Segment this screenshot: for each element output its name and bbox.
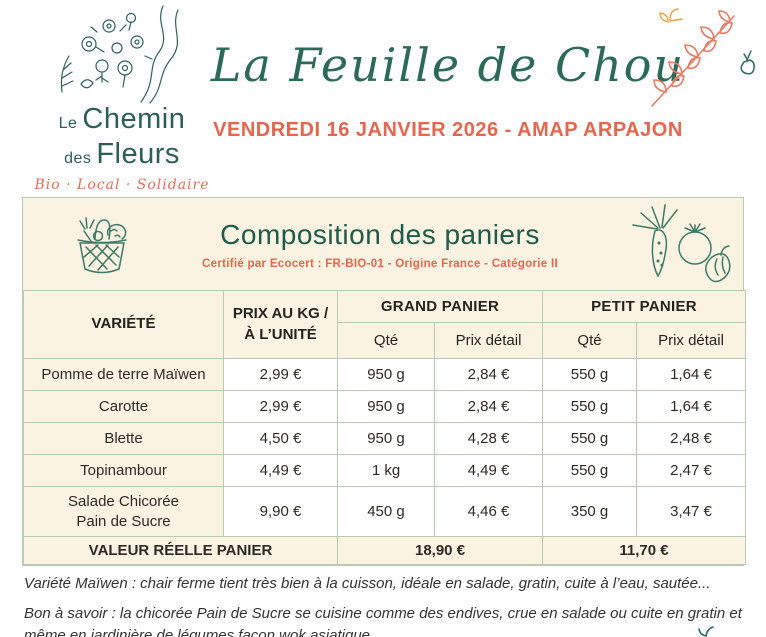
date-subtitle: VENDREDI 16 JANVIER 2026 - AMAP ARPAJON [213, 119, 683, 141]
panel-header: Composition des paniers Certifié par Eco… [23, 198, 743, 290]
logo-tagline: Bio · Local · Solidaire [34, 177, 210, 193]
price-kg-cell: 9,90 € [223, 486, 338, 537]
grand-price-cell: 2,84 € [433, 390, 544, 423]
grand-price-cell: 4,28 € [433, 422, 544, 455]
petit-price-cell: 2,47 € [636, 454, 747, 487]
col-header-petit-detail: Prix détail [636, 322, 747, 359]
logo-des: des [64, 150, 92, 167]
grand-price-cell: 2,84 € [433, 358, 544, 391]
logo-line-1: Le Chemin [26, 104, 218, 139]
basket-composition-panel: Composition des paniers Certifié par Eco… [22, 197, 747, 566]
variety-cell: Carotte [23, 390, 224, 423]
panel-title: Composition des paniers [220, 218, 540, 250]
petit-price-cell: 1,64 € [636, 358, 747, 391]
petit-qty-cell: 550 g [542, 422, 638, 455]
price-kg-cell: 4,49 € [223, 454, 338, 487]
table-row: Salade Chicorée Pain de Sucre 9,90 € 450… [23, 486, 747, 537]
sprout-decoration-icon [698, 626, 714, 637]
certification-line: Certifié par Ecocert : FR-BIO-01 - Origi… [202, 257, 558, 270]
grand-qty-cell: 450 g [337, 486, 435, 537]
logo-le: Le [58, 115, 78, 132]
logo-line-2: des Fleurs [26, 139, 218, 174]
grand-total-value: 18,90 € [336, 536, 544, 565]
price-kg-cell: 2,99 € [223, 358, 338, 391]
grand-qty-cell: 1 kg [337, 454, 435, 487]
vegetable-basket-icon [77, 217, 127, 274]
petit-qty-cell: 350 g [542, 486, 638, 537]
grand-qty-cell: 950 g [337, 422, 435, 455]
petit-price-cell: 1,64 € [636, 390, 747, 423]
petit-price-cell: 2,48 € [636, 422, 747, 455]
col-group-grand-panier: GRAND PANIER [336, 290, 544, 323]
grand-qty-cell: 950 g [337, 358, 435, 391]
logo: Le Chemin des Fleurs Bio · Local · Solid… [26, 4, 218, 193]
total-label: VALEUR RÉELLE PANIER [23, 536, 338, 565]
note-bon-a-savoir: Bon à savoir : la chicorée Pain de Sucre… [24, 604, 742, 637]
logo-chemin: Chemin [82, 103, 186, 135]
col-header-grand-detail: Prix détail [433, 322, 544, 359]
col-header-price-kg: PRIX AU KG / À L’UNITÉ [223, 290, 338, 359]
total-row: VALEUR RÉELLE PANIER 18,90 € 11,70 € [23, 536, 747, 565]
logo-fleurs: Fleurs [96, 138, 180, 170]
table-row: Topinambour 4,49 € 1 kg 4,49 € 550 g 2,4… [23, 454, 747, 487]
panel-titles: Composition des paniers Certifié par Eco… [135, 219, 625, 270]
petit-qty-cell: 550 g [542, 390, 638, 423]
grand-qty-cell: 950 g [337, 390, 435, 423]
variety-cell: Topinambour [23, 454, 224, 487]
petit-total-value: 11,70 € [542, 536, 747, 565]
col-header-grand-qty: Qté [337, 322, 435, 359]
grand-price-cell: 4,46 € [433, 486, 544, 537]
petit-qty-cell: 550 g [542, 454, 638, 487]
col-header-variety: VARIÉTÉ [23, 290, 224, 359]
grand-price-cell: 4,49 € [433, 454, 544, 487]
header: La Feuille de Chou VENDREDI 16 JANVIER 2… [200, 38, 696, 142]
flowers-path-illustration [60, 5, 179, 104]
table-row: Blette 4,50 € 950 g 4,28 € 550 g 2,48 € [23, 422, 747, 455]
variety-cell: Blette [23, 422, 224, 455]
table-row: Pomme de terre Maïwen 2,99 € 950 g 2,84 … [23, 358, 747, 391]
col-header-petit-qty: Qté [542, 322, 638, 359]
vegetables-icon [632, 204, 731, 283]
note-maiwen: Variété Maïwen : chair ferme tient très … [24, 575, 711, 592]
composition-table: VARIÉTÉ PRIX AU KG / À L’UNITÉ GRAND PAN… [23, 290, 747, 565]
page-title: La Feuille de Chou [210, 38, 686, 92]
col-group-petit-panier: PETIT PANIER [542, 290, 747, 323]
price-kg-cell: 2,99 € [223, 390, 338, 423]
branch-decoration-icon [651, 8, 755, 107]
price-kg-cell: 4,50 € [223, 422, 338, 455]
variety-cell: Pomme de terre Maïwen [23, 358, 224, 391]
petit-qty-cell: 550 g [542, 358, 638, 391]
variety-cell: Salade Chicorée Pain de Sucre [23, 486, 224, 537]
footnotes: Variété Maïwen : chair ferme tient très … [24, 573, 748, 637]
table-row: Carotte 2,99 € 950 g 2,84 € 550 g 1,64 € [23, 390, 747, 423]
petit-price-cell: 3,47 € [636, 486, 747, 537]
